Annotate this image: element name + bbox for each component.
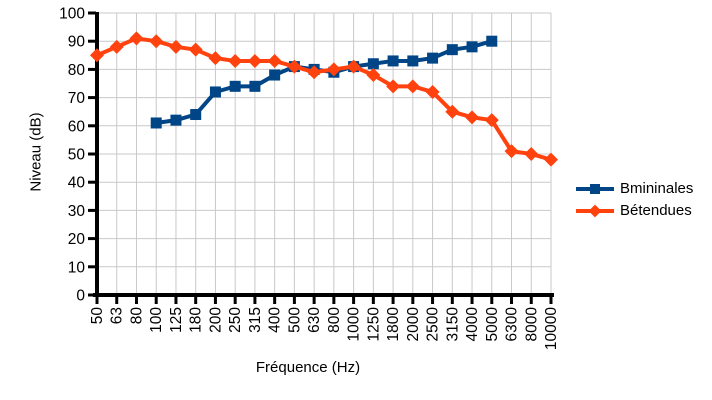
data-point-bmininales	[209, 86, 221, 98]
y-axis-tick-label: 0	[76, 288, 85, 305]
x-axis-tick-label: 63	[109, 307, 126, 324]
x-axis-tick-label: 2000	[405, 307, 422, 342]
data-point-betendues	[386, 79, 401, 94]
x-axis-tick-label: 180	[188, 307, 205, 333]
y-axis-title: Niveau (dB)	[27, 112, 45, 192]
data-point-betendues	[149, 34, 164, 49]
x-axis-tick-label: 2500	[425, 307, 442, 342]
data-point-betendues	[326, 62, 341, 77]
x-axis-tick-label: 3150	[444, 307, 461, 342]
y-axis-tick-label: 90	[68, 34, 86, 51]
x-axis-tick-label: 50	[89, 307, 106, 325]
data-point-bmininales	[150, 117, 162, 129]
x-axis-tick-label: 315	[247, 307, 264, 333]
x-axis-tick-label: 125	[168, 307, 185, 333]
data-point-betendues	[129, 31, 144, 46]
square-marker-icon	[590, 183, 600, 194]
legend-item-bmininales: Bmininales	[576, 180, 693, 197]
data-point-bmininales	[170, 114, 182, 126]
data-point-bmininales	[466, 41, 478, 53]
data-point-betendues	[168, 39, 183, 54]
x-axis-tick-label: 1800	[385, 307, 402, 342]
legend-label-betendues: Bétendues	[620, 202, 692, 219]
data-point-betendues	[484, 113, 499, 128]
y-axis-tick-label: 30	[68, 203, 86, 220]
data-point-betendues	[208, 51, 223, 66]
data-point-betendues	[287, 59, 302, 74]
x-axis-tick-label: 80	[128, 307, 145, 325]
x-axis-tick-label: 800	[326, 307, 343, 333]
legend: Bmininales Bétendues	[576, 180, 693, 219]
data-point-betendues	[267, 53, 282, 68]
data-point-betendues	[90, 48, 104, 63]
x-axis-tick-label: 200	[207, 307, 224, 333]
data-point-bmininales	[269, 69, 281, 81]
data-point-betendues	[445, 104, 460, 119]
data-point-betendues	[366, 68, 381, 83]
x-axis-tick-label: 100	[148, 307, 165, 333]
y-axis-tick-label: 60	[68, 118, 86, 135]
y-axis-tick-label: 20	[68, 231, 86, 248]
data-point-bmininales	[407, 55, 419, 67]
x-axis-tick-label: 10000	[543, 307, 560, 350]
legend-label-bmininales: Bmininales	[620, 180, 694, 197]
data-point-betendues	[188, 42, 203, 57]
data-point-betendues	[465, 110, 480, 125]
x-axis-tick-label: 4000	[464, 307, 481, 342]
data-point-betendues	[307, 65, 322, 80]
x-axis-tick-label: 400	[267, 307, 284, 333]
x-axis-tick-label: 630	[306, 307, 323, 333]
data-point-betendues	[247, 53, 262, 68]
legend-item-betendues: Bétendues	[576, 202, 693, 219]
data-point-betendues	[504, 144, 519, 159]
data-point-bmininales	[387, 55, 399, 67]
data-point-betendues	[405, 79, 420, 94]
data-point-betendues	[425, 84, 440, 99]
legend-line-betendues	[576, 204, 614, 217]
data-point-betendues	[109, 39, 124, 54]
diamond-marker-icon	[588, 204, 602, 217]
x-axis-tick-label: 1250	[365, 307, 382, 342]
x-axis-tick-label: 6300	[504, 307, 521, 342]
data-point-betendues	[228, 53, 243, 68]
x-axis-tick-label: 1000	[346, 307, 363, 342]
y-axis-tick-label: 70	[68, 90, 86, 107]
data-point-bmininales	[229, 80, 241, 92]
data-point-betendues	[346, 59, 361, 74]
series-line-betendues	[96, 36, 552, 162]
x-axis-title: Fréquence (Hz)	[255, 359, 361, 376]
data-point-betendues	[524, 147, 539, 161]
data-point-bmininales	[190, 109, 202, 121]
data-point-bmininales	[427, 52, 439, 64]
y-axis-tick-label: 40	[68, 175, 86, 192]
y-axis-tick-label: 100	[59, 6, 85, 23]
data-point-betendues	[544, 152, 558, 167]
y-axis-tick-label: 10	[68, 259, 86, 276]
data-point-bmininales	[446, 44, 458, 56]
x-axis-tick-label: 8000	[523, 307, 540, 342]
data-point-bmininales	[249, 80, 261, 92]
data-point-bmininales	[367, 58, 379, 70]
y-axis-tick-label: 50	[68, 147, 86, 164]
x-axis-tick-label: 5000	[484, 307, 501, 342]
legend-line-bmininales	[576, 183, 614, 194]
x-axis-tick-label: 500	[286, 307, 303, 333]
y-axis-tick-label: 80	[68, 62, 86, 79]
data-point-bmininales	[486, 35, 498, 47]
x-axis-tick-label: 250	[227, 307, 244, 333]
